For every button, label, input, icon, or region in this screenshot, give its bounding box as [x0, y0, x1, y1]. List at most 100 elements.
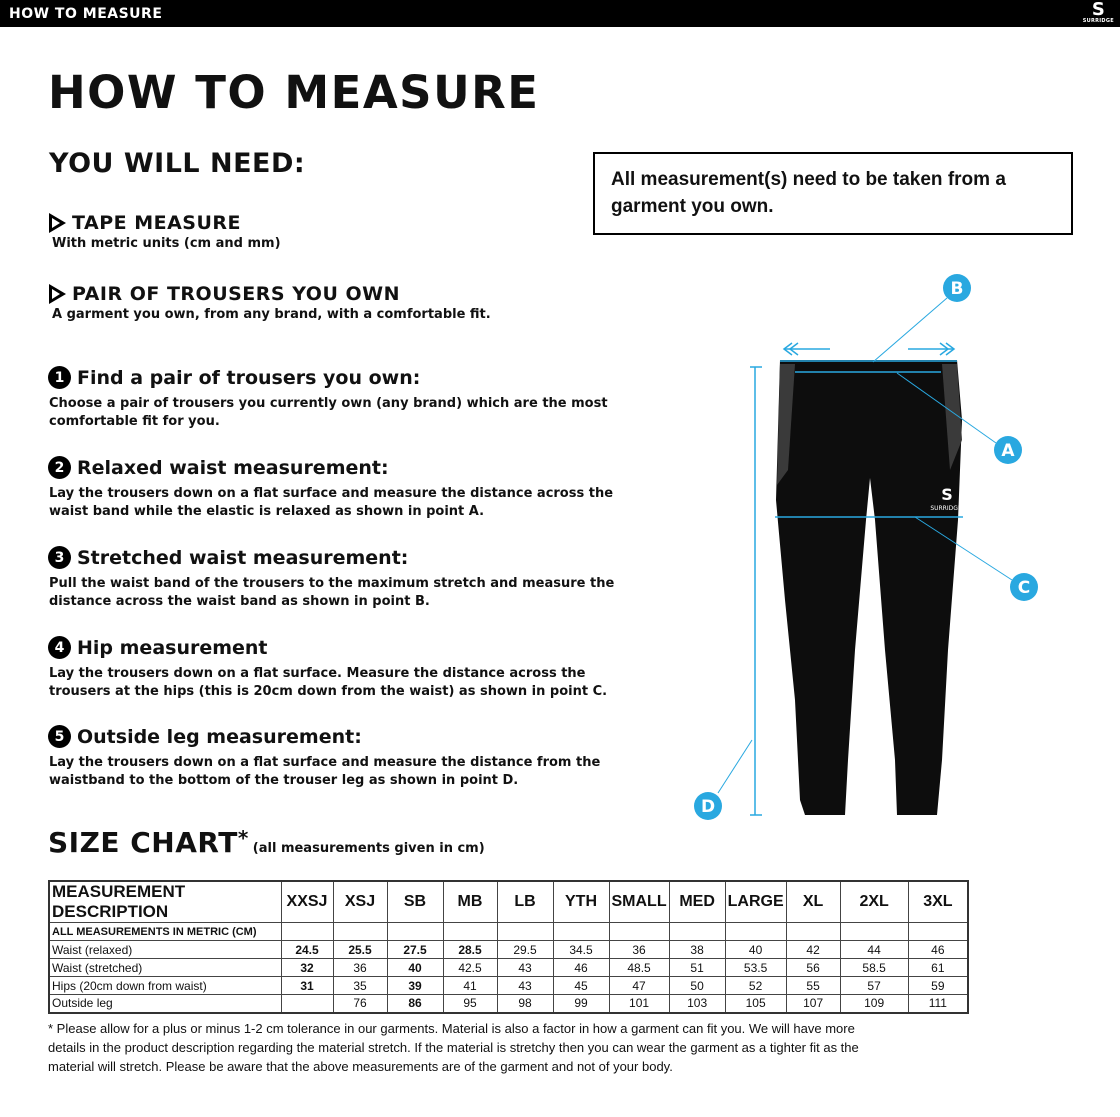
table-row: Waist (stretched) 32 36 40 42.5 43 46 48.5 51 53.…: [48, 958, 969, 977]
table-cell: 44: [839, 940, 909, 959]
table-cell: 103: [668, 994, 726, 1013]
table-cell: [668, 922, 726, 941]
table-cell: Waist (stretched): [48, 958, 282, 977]
label-b-icon: [943, 274, 971, 302]
table-cell: [608, 922, 670, 941]
need-item-desc: A garment you own, from any brand, with …: [52, 307, 491, 322]
side-panel: [777, 364, 795, 485]
table-cell: 46: [907, 940, 969, 959]
table-cell: [332, 922, 388, 941]
step-desc: Lay the trousers down on a flat surface …: [49, 755, 601, 788]
table-cell: 42: [785, 940, 841, 959]
size-chart-title: SIZE CHART: [48, 826, 238, 859]
step-title: Hip measurement: [77, 636, 268, 659]
table-cell: 98: [496, 994, 554, 1013]
step-title: Stretched waist measurement:: [77, 546, 409, 569]
table-cell: 55: [785, 976, 841, 995]
label-d: D: [701, 797, 715, 817]
label-a-icon: [994, 436, 1022, 464]
table-cell: 35: [332, 976, 388, 995]
note-box: All measurement(s) need to be taken from…: [593, 152, 1073, 235]
table-row: Hips (20cm down from waist) 31 35 39 41 43 45 4…: [48, 976, 969, 995]
table-cell: 95: [442, 994, 498, 1013]
table-cell: 57: [839, 976, 909, 995]
table-cell: [552, 922, 610, 941]
top-bar-title: HOW TO MEASURE: [9, 6, 163, 22]
step-number-icon: 3: [48, 546, 71, 569]
table-subheader-row: ALL MEASUREMENTS IN METRIC (CM): [48, 922, 969, 941]
step-title: Find a pair of trousers you own:: [77, 366, 421, 389]
table-cell: 101: [608, 994, 670, 1013]
table-cell: 56: [785, 958, 841, 977]
table-cell: 34.5: [552, 940, 610, 959]
table-cell: 25.5: [332, 940, 388, 959]
table-cell: 86: [386, 994, 444, 1013]
need-item-desc: With metric units (cm and mm): [52, 236, 281, 251]
step-3: 3 Stretched waist measurement: Pull the wa…: [48, 546, 648, 611]
table-row: Outside leg 76 86 95 98 99 101 103 105 107 109 111: [48, 994, 969, 1013]
step-title: Relaxed waist measurement:: [77, 456, 389, 479]
you-will-need-heading: YOU WILL NEED:: [49, 148, 306, 179]
triangle-bullet-icon: [49, 213, 66, 233]
step-4: 4 Hip measurement Lay the trousers down on…: [48, 636, 648, 701]
table-cell: [785, 922, 841, 941]
table-cell: [280, 922, 334, 941]
need-item-title: TAPE MEASURE: [72, 212, 242, 234]
table-cell: 29.5: [496, 940, 554, 959]
size-chart-subtitle: (all measurements given in cm): [252, 841, 485, 856]
garment-logo: S: [941, 485, 953, 504]
need-item-title: PAIR OF TROUSERS YOU OWN: [72, 283, 400, 305]
label-d-icon: [694, 792, 722, 820]
surridge-logo: S SURRIDGE: [1082, 0, 1114, 25]
table-cell: 27.5: [386, 940, 444, 959]
table-cell: [280, 994, 334, 1013]
label-c: C: [1018, 578, 1030, 598]
table-cell: 45: [552, 976, 610, 995]
step-desc: Pull the waist band of the trousers to t…: [49, 576, 615, 609]
table-cell: 53.5: [724, 958, 787, 977]
table-cell: 76: [332, 994, 388, 1013]
garment-logo-text: SURRIDGE: [930, 505, 962, 512]
table-cell: 28.5: [442, 940, 498, 959]
table-cell: Hips (20cm down from waist): [48, 976, 282, 995]
column-header: LB: [496, 880, 554, 923]
table-cell: 107: [785, 994, 841, 1013]
table-cell: 58.5: [839, 958, 909, 977]
step-number-icon: 2: [48, 456, 71, 479]
table-cell: [442, 922, 498, 941]
column-header: 3XL: [907, 880, 969, 923]
label-a: A: [1001, 441, 1015, 461]
table-cell: 111: [907, 994, 969, 1013]
triangle-bullet-icon: [49, 284, 66, 304]
table-cell: 61: [907, 958, 969, 977]
table-cell: 42.5: [442, 958, 498, 977]
label-b: B: [951, 279, 964, 299]
table-cell: 39: [386, 976, 444, 995]
column-header: MED: [668, 880, 726, 923]
table-cell: Outside leg: [48, 994, 282, 1013]
column-header: XSJ: [332, 880, 388, 923]
table-cell: [724, 922, 787, 941]
trousers-image: [776, 360, 962, 815]
column-header: MEASUREMENT DESCRIPTION: [48, 880, 282, 923]
step-number-icon: 5: [48, 725, 71, 748]
table-cell: ALL MEASUREMENTS IN METRIC (CM): [48, 922, 282, 941]
table-cell: 48.5: [608, 958, 670, 977]
table-header-row: MEASUREMENT DESCRIPTION XXSJ XSJ SB MB LB YTH S…: [48, 880, 969, 923]
table-cell: 47: [608, 976, 670, 995]
table-row: Waist (relaxed) 24.5 25.5 27.5 28.5 29.5 34.5 3…: [48, 940, 969, 959]
table-cell: 99: [552, 994, 610, 1013]
step-desc: Lay the trousers down on a flat surface …: [49, 486, 614, 519]
step-desc: Lay the trousers down on a flat surface.…: [49, 666, 608, 699]
page-title: HOW TO MEASURE: [48, 66, 540, 119]
table-cell: 40: [386, 958, 444, 977]
table-cell: 105: [724, 994, 787, 1013]
size-chart-table: MEASUREMENT DESCRIPTION XXSJ XSJ SB MB LB YTH S…: [48, 880, 970, 1014]
table-cell: 32: [280, 958, 334, 977]
table-cell: [496, 922, 554, 941]
column-header: 2XL: [839, 880, 909, 923]
step-2: 2 Relaxed waist measurement: Lay the trous…: [48, 456, 648, 521]
table-cell: 36: [332, 958, 388, 977]
step-title: Outside leg measurement:: [77, 725, 362, 748]
